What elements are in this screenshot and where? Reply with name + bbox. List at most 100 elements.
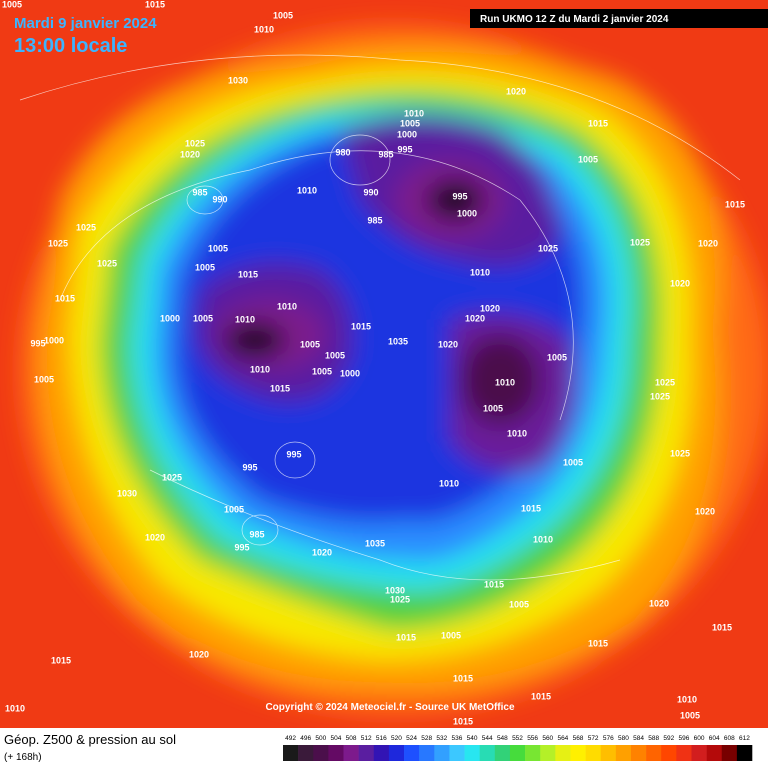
- isobar-label: 1015: [531, 691, 551, 701]
- isobar-label: 1035: [388, 336, 408, 346]
- colorbar-tick-label: 576: [603, 735, 614, 742]
- isobar-label: 1025: [390, 594, 410, 604]
- isobar-label: 1005: [563, 457, 583, 467]
- isobar-label: 1000: [160, 313, 180, 323]
- isobar-label: 1005: [441, 630, 461, 640]
- isobar-label: 1005: [312, 366, 332, 376]
- colorbar-swatch: [373, 745, 390, 761]
- colorbar-swatch: [721, 745, 738, 761]
- isobar-label: 1010: [470, 267, 490, 277]
- copyright: Copyright © 2024 Meteociel.fr - Source U…: [265, 702, 515, 713]
- isobar-label: 995: [452, 191, 467, 201]
- isobar-label: 1010: [677, 694, 697, 704]
- isobar-label: 1020: [480, 303, 500, 313]
- colorbar-swatch: [343, 745, 359, 761]
- isobar-label: 1005: [224, 504, 244, 514]
- isobar-label: 1025: [650, 391, 670, 401]
- isobar-label: 1030: [385, 585, 405, 595]
- colorbar-tick-label: 520: [391, 735, 402, 742]
- colorbar-swatch: [464, 745, 480, 761]
- colorbar-swatch: [600, 745, 617, 761]
- colorbar-swatch: [283, 745, 299, 761]
- isobar-label: 995: [234, 542, 249, 552]
- colorbar-tick-label: 500: [315, 735, 326, 742]
- colorbar-swatch: [646, 745, 662, 761]
- colorbar-swatch: [358, 745, 375, 761]
- isobar-label: 1015: [484, 579, 504, 589]
- isobar-label: 1015: [588, 118, 608, 128]
- colorbar-tick-label: 612: [739, 735, 750, 742]
- isobar-label: 1010: [404, 108, 424, 118]
- isobar-label: 1020: [465, 313, 485, 323]
- colorbar-swatch: [661, 745, 677, 761]
- geopotential-field: [20, 25, 768, 715]
- isobar-label: 1010: [250, 364, 270, 374]
- forecast-date: Mardi 9 janvier 2024: [14, 15, 157, 32]
- isobar-label: 1005: [325, 350, 345, 360]
- colorbar-tick-label: 496: [300, 735, 311, 742]
- colorbar-tick-label: 492: [285, 735, 296, 742]
- isobar-label: 1005: [578, 154, 598, 164]
- colorbar-swatch: [479, 745, 496, 761]
- colorbar-tick-label: 524: [406, 735, 417, 742]
- caption-lead: (+ 168h): [4, 752, 42, 763]
- isobar-label: 1005: [680, 710, 700, 720]
- isobar-label: 1015: [238, 269, 258, 279]
- isobar-label: 1020: [649, 598, 669, 608]
- colorbar-swatch: [509, 745, 526, 761]
- colorbar-tick-label: 572: [588, 735, 599, 742]
- colorbar-tick-label: 584: [633, 735, 644, 742]
- colorbar-swatch: [555, 745, 571, 761]
- colorbar-tick-label: 580: [618, 735, 629, 742]
- isobar-label: 1020: [506, 86, 526, 96]
- colorbar-swatch: [434, 745, 450, 761]
- colorbar-tick-label: 528: [421, 735, 432, 742]
- isobar-label: 1015: [521, 503, 541, 513]
- isobar-label: 1010: [5, 703, 25, 713]
- colorbar-tick-label: 560: [542, 735, 553, 742]
- isobar-label: 1000: [397, 129, 417, 139]
- colorbar-tick-label: 508: [346, 735, 357, 742]
- isobar-label: 1005: [195, 262, 215, 272]
- isobar-label: 985: [378, 149, 393, 159]
- isobar-label: 1015: [588, 638, 608, 648]
- isobar-label: 1005: [193, 313, 213, 323]
- colorbar-tick-label: 552: [512, 735, 523, 742]
- colorbar-tick-label: 592: [663, 735, 674, 742]
- isobar-label: 1010: [235, 314, 255, 324]
- isobar-label: 1005: [509, 599, 529, 609]
- isobar-label: 1005: [547, 352, 567, 362]
- colorbar-tick-label: 600: [694, 735, 705, 742]
- isobar-label: 1015: [725, 199, 745, 209]
- isobar-label: 1025: [48, 238, 68, 248]
- isobar-label: 1015: [270, 383, 290, 393]
- colorbar-swatch: [570, 745, 586, 761]
- isobar-label: 1005: [273, 10, 293, 20]
- colorbar-swatch: [449, 745, 465, 761]
- isobar-label: 1015: [453, 673, 473, 683]
- isobar-label: 1025: [538, 243, 558, 253]
- colorbar-swatch: [585, 745, 602, 761]
- colorbar-tick-label: 608: [724, 735, 735, 742]
- caption-title: Géop. Z500 & pression au sol: [4, 732, 176, 747]
- isobar-label: 1020: [312, 547, 332, 557]
- colorbar-tick-label: 516: [376, 735, 387, 742]
- colorbar-swatch: [630, 745, 647, 761]
- run-box: [470, 9, 768, 28]
- colorbar-swatch: [419, 745, 435, 761]
- colorbar-swatch: [676, 745, 692, 761]
- isobar-label: 1020: [670, 278, 690, 288]
- isobar-label: 985: [249, 529, 264, 539]
- colorbar-swatch: [328, 745, 344, 761]
- colorbar-tick-label: 588: [648, 735, 659, 742]
- isobar-label: 1010: [297, 185, 317, 195]
- isobar-label: 990: [212, 194, 227, 204]
- isobar-label: 1025: [162, 472, 182, 482]
- isobar-label: 1025: [670, 448, 690, 458]
- colorbar-swatch: [298, 745, 314, 761]
- isobar-label: 1005: [400, 118, 420, 128]
- isobar-label: 1020: [180, 149, 200, 159]
- isobar-label: 1010: [254, 24, 274, 34]
- isobar-label: 980: [335, 147, 350, 157]
